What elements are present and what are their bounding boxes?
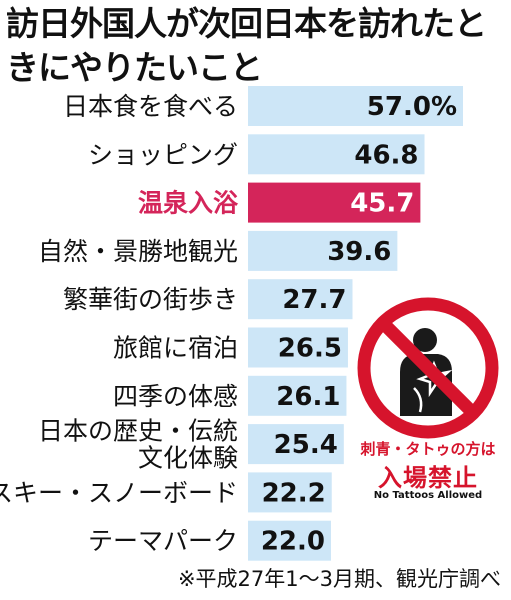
category-label-4: 繁華街の街歩き <box>63 285 238 314</box>
chart-title: 訪日外国人が次回日本を訪れたときにやりたいこと <box>6 4 487 87</box>
category-label-7: 日本の歴史・伝統文化体験 <box>38 417 238 473</box>
category-label-6: 四季の体感 <box>113 382 238 411</box>
bar-3 <box>248 230 398 271</box>
bar-4 <box>248 279 353 320</box>
bar-0 <box>248 86 463 126</box>
category-label-2: 温泉入浴 <box>138 189 239 218</box>
no-tattoos-notice: 刺青・タトゥの方は 入場禁止 No Tattoos Allowed <box>352 292 504 522</box>
value-label-0: 57.0% <box>367 92 457 122</box>
value-label-9: 22.0 <box>261 527 325 557</box>
category-label-3: 自然・景勝地観光 <box>38 237 238 266</box>
value-label-1: 46.8 <box>354 140 418 170</box>
value-label-2: 45.7 <box>350 189 414 219</box>
category-label-8: スキー・スノーボード <box>0 478 238 507</box>
notice-text-en: No Tattoos Allowed <box>373 490 483 501</box>
value-label-6: 26.1 <box>276 382 340 412</box>
value-label-4: 27.7 <box>282 285 346 315</box>
notice-text-prohibited: 入場禁止 <box>378 464 478 492</box>
bar-6 <box>248 375 347 416</box>
value-label-8: 22.2 <box>262 478 326 508</box>
bar-7 <box>248 424 344 465</box>
bar-9 <box>248 520 331 561</box>
category-label-0: 日本食を食べる <box>63 92 238 121</box>
category-label-1: ショッピング <box>88 140 238 169</box>
bar-8 <box>248 472 332 513</box>
value-label-3: 39.6 <box>327 237 391 267</box>
bar-2 <box>248 182 421 223</box>
no-tattoos-prohibition-icon <box>357 297 499 439</box>
category-label-5: 旅館に宿泊 <box>113 334 238 363</box>
value-label-7: 25.4 <box>274 430 338 460</box>
bar-1 <box>248 134 425 175</box>
notice-text-ja: 刺青・タトゥの方は <box>360 440 496 458</box>
category-label-9: テーマパーク <box>88 527 238 556</box>
value-label-5: 26.5 <box>278 334 342 364</box>
bar-5 <box>248 327 348 368</box>
footnote: ※平成27年1〜3月期、観光庁調べ <box>177 567 501 591</box>
